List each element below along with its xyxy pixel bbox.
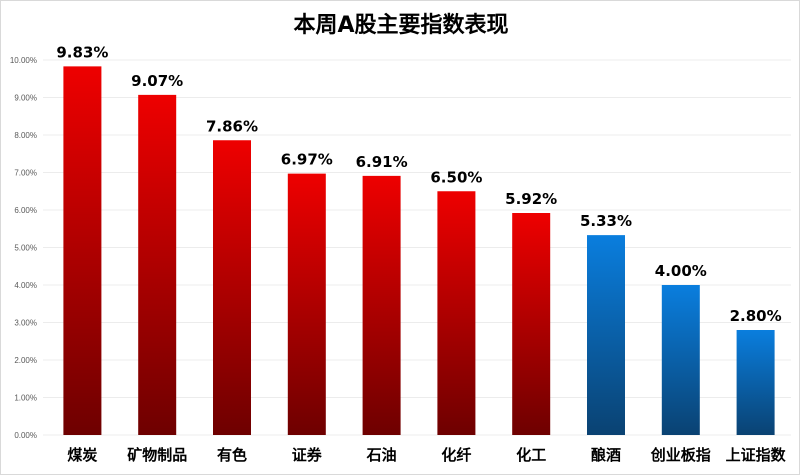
y-axis-ticks: 0.00% 1.00% 2.00% 3.00% 4.00% 5.00% 6.00% 7.00%… xyxy=(10,56,37,440)
bar xyxy=(661,285,700,435)
category-label: 煤炭 xyxy=(67,446,97,464)
y-tick-label: 6.00% xyxy=(14,206,37,215)
bar xyxy=(362,175,401,435)
category-label: 石油 xyxy=(366,446,397,464)
category-labels: 煤炭 矿物制品 有色 证券 石油 化纤 化工 酿酒 创业板指 上证指数 xyxy=(67,446,786,464)
data-label: 4.00% xyxy=(655,262,707,280)
bar xyxy=(63,66,102,435)
y-tick-label: 2.00% xyxy=(14,356,37,365)
y-tick-label: 10.00% xyxy=(10,56,37,65)
y-tick-label: 8.00% xyxy=(14,131,37,140)
category-label: 酿酒 xyxy=(591,446,621,464)
chart-title: 本周A股主要指数表现 xyxy=(293,13,509,38)
category-label: 证券 xyxy=(292,446,323,464)
data-label: 6.50% xyxy=(430,168,482,186)
category-label: 创业板指 xyxy=(650,446,711,464)
category-label: 化纤 xyxy=(441,446,471,464)
bar xyxy=(138,94,177,435)
data-label: 9.83% xyxy=(56,43,108,61)
y-tick-label: 4.00% xyxy=(14,281,37,290)
category-label: 矿物制品 xyxy=(127,446,187,464)
data-label: 7.86% xyxy=(206,117,258,135)
y-tick-label: 0.00% xyxy=(14,431,37,440)
bar xyxy=(587,235,625,435)
data-label: 2.80% xyxy=(730,307,782,325)
y-tick-label: 9.00% xyxy=(14,94,37,103)
category-label: 有色 xyxy=(217,446,247,464)
data-label: 9.07% xyxy=(131,72,183,90)
y-tick-label: 7.00% xyxy=(14,169,37,178)
data-label: 6.91% xyxy=(356,153,408,171)
category-label: 化工 xyxy=(516,446,546,464)
bar xyxy=(437,191,476,435)
y-tick-label: 1.00% xyxy=(14,394,37,403)
data-label: 5.33% xyxy=(580,212,632,230)
bar xyxy=(736,330,775,435)
data-label: 5.92% xyxy=(505,190,557,208)
y-tick-label: 5.00% xyxy=(14,244,37,253)
data-labels: 9.83% 9.07% 7.86% 6.97% 6.91% 6.50% 5.92% 5.33%… xyxy=(56,43,781,325)
bar xyxy=(213,140,251,435)
y-tick-label: 3.00% xyxy=(14,319,37,328)
data-label: 6.97% xyxy=(281,151,333,169)
bars xyxy=(63,66,775,435)
bar xyxy=(287,173,326,435)
bar xyxy=(512,213,551,435)
category-label: 上证指数 xyxy=(726,446,787,464)
